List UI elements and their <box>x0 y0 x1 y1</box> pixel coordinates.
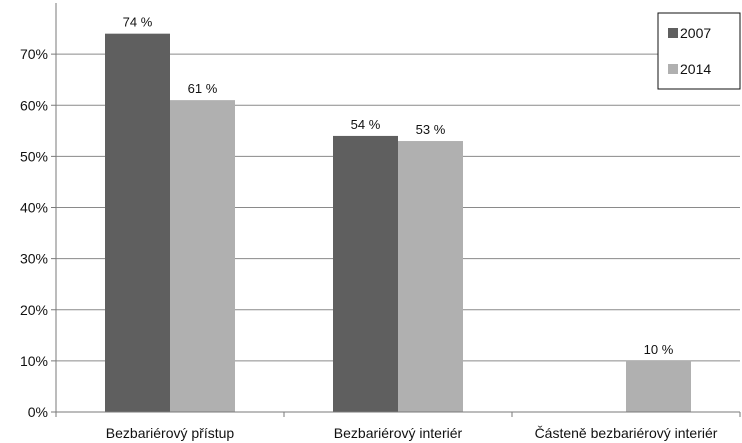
y-tick-label: 40% <box>20 200 48 216</box>
y-tick-label: 0% <box>28 404 48 420</box>
legend: 2007 2014 <box>657 12 741 90</box>
legend-label: 2007 <box>680 25 711 41</box>
category-label: Bezbariérový přístup <box>106 425 235 441</box>
bar-2014 <box>398 141 463 412</box>
data-label: 10 % <box>644 342 674 357</box>
data-label: 61 % <box>188 81 218 96</box>
bar-2007 <box>105 33 170 413</box>
category-labels: Bezbariérový přístup Bezbariérový interié… <box>106 425 718 441</box>
bar-2007 <box>333 135 398 413</box>
y-tick-label: 70% <box>20 46 48 62</box>
legend-box <box>657 12 741 90</box>
data-labels: 74 % 61 % 54 % 53 % 10 % <box>123 15 674 357</box>
y-tick-label: 10% <box>20 353 48 369</box>
data-label: 53 % <box>416 122 446 137</box>
y-tick-label: 20% <box>20 302 48 318</box>
y-tick-labels: 0% 10% 20% 30% 40% 50% 60% 70% <box>20 46 48 420</box>
category-label: Bezbariérový interiér <box>334 425 463 441</box>
data-label: 54 % <box>351 117 381 132</box>
bar-2014 <box>170 100 235 412</box>
legend-swatch-2014 <box>668 64 678 74</box>
legend-swatch-2007 <box>668 28 678 38</box>
y-tick-label: 30% <box>20 251 48 267</box>
category-label: Částeně bezbariérový interiér <box>535 425 718 441</box>
y-tick-label: 50% <box>20 148 48 164</box>
legend-label: 2014 <box>680 61 711 77</box>
data-label: 74 % <box>123 15 153 30</box>
axes <box>51 3 741 417</box>
bar-2014 <box>626 360 691 412</box>
bars <box>105 33 691 413</box>
y-tick-label: 60% <box>20 97 48 113</box>
